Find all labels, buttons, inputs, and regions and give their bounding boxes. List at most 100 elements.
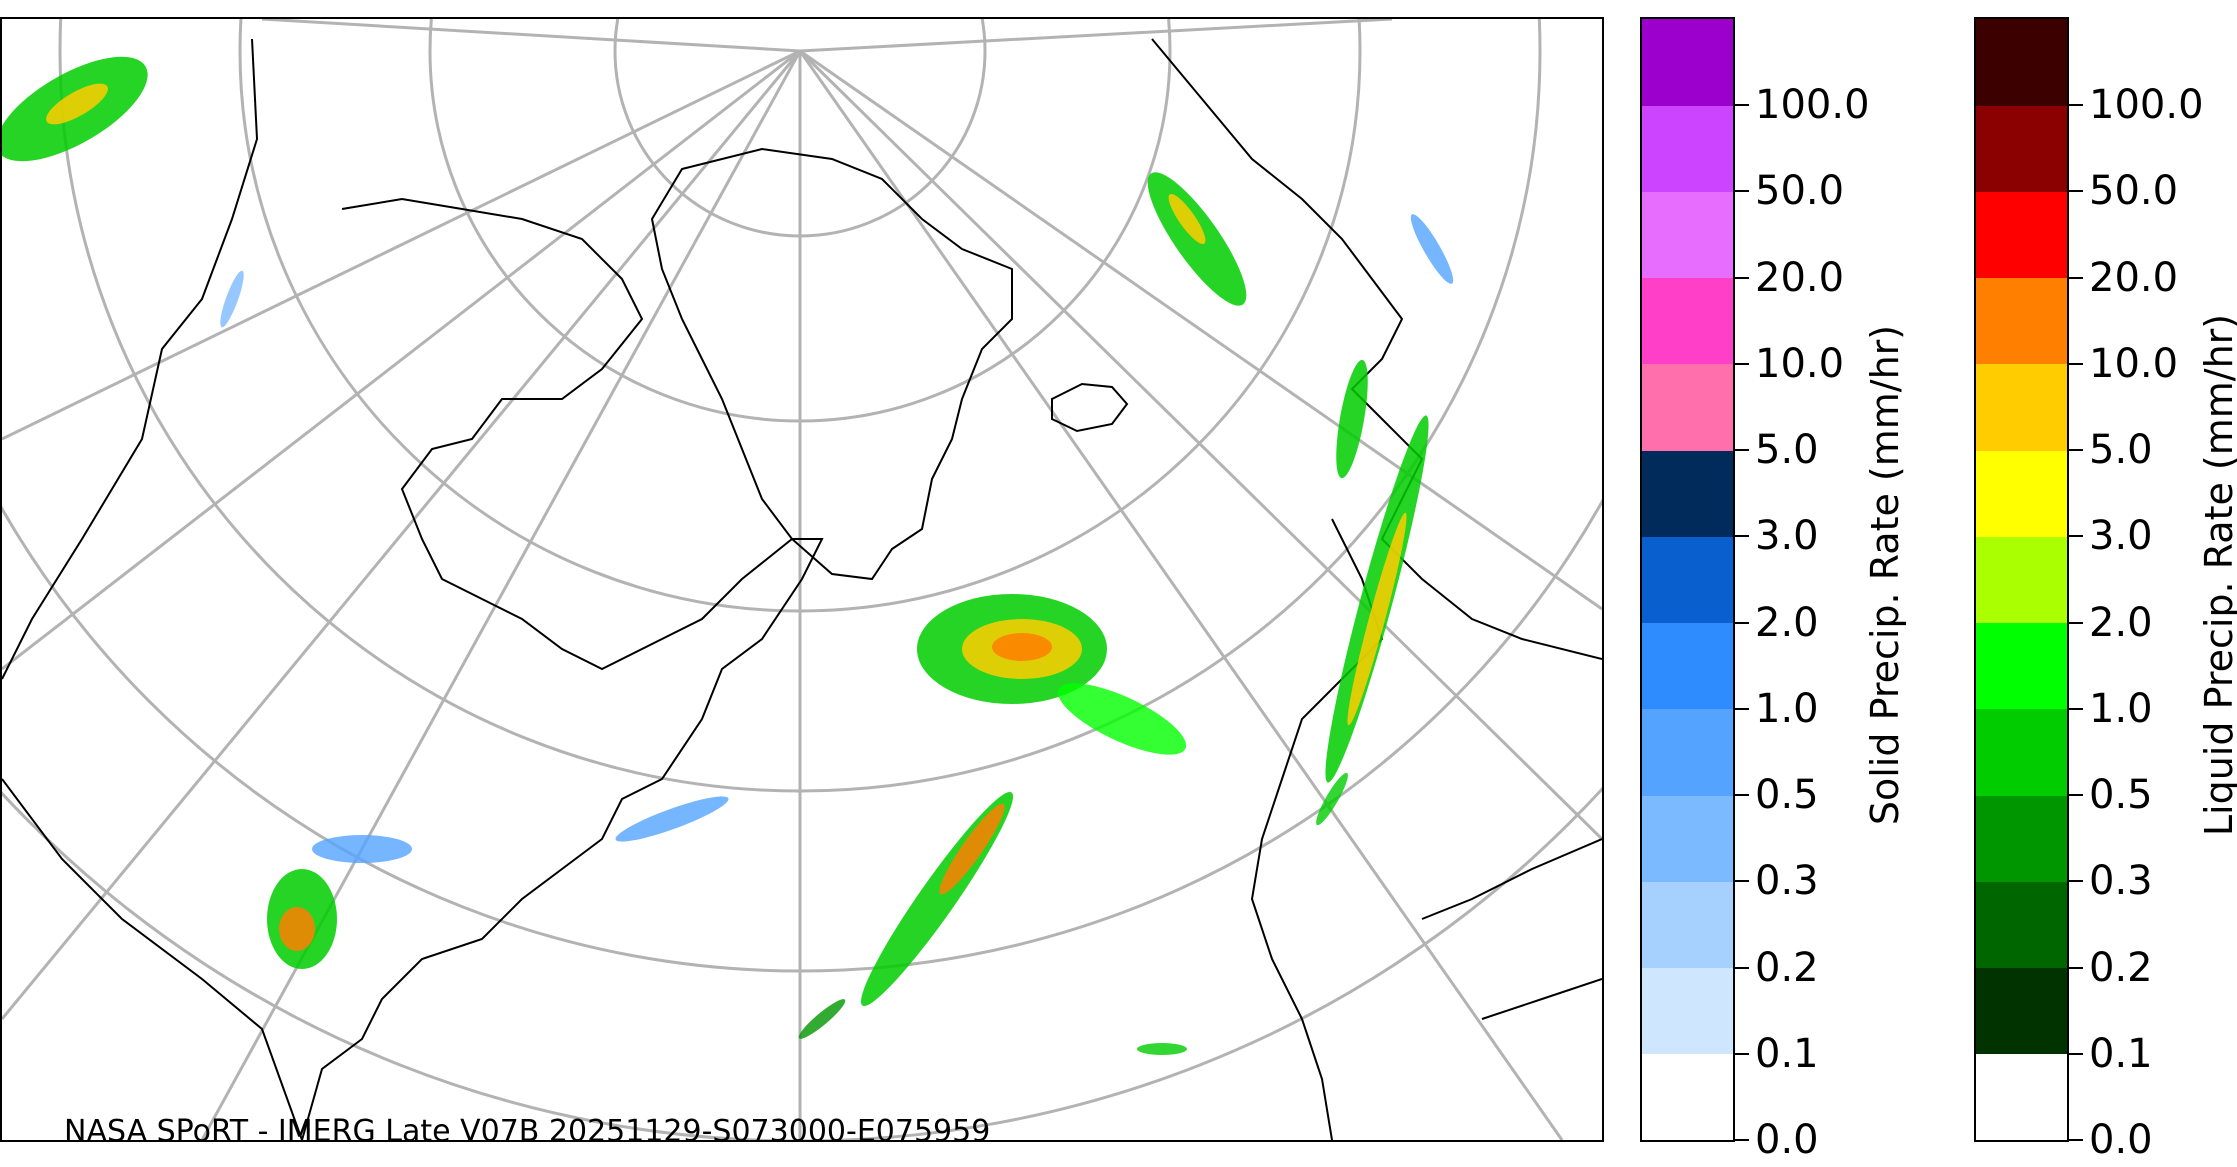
colorbar-segment <box>1976 105 2067 192</box>
colorbar-segment <box>1976 622 2067 710</box>
colorbar-tick-label: 0.2 <box>2089 944 2153 991</box>
colorbar-tick <box>1735 966 1749 969</box>
coastlines <box>2 38 1602 1140</box>
colorbar-tick <box>2069 535 2083 538</box>
colorbar-tick <box>1735 362 1749 365</box>
meridian-line <box>799 19 1393 53</box>
colorbar-tick-label: 0.1 <box>2089 1030 2153 1077</box>
colorbar-tick <box>2069 1052 2083 1055</box>
colorbar-tick-label: 20.0 <box>2089 254 2179 301</box>
colorbar-segment <box>1976 1053 2067 1141</box>
colorbar-tick-label: 1.0 <box>2089 685 2153 732</box>
colorbar-segment <box>1642 191 1733 279</box>
north-america-outline <box>2 38 824 1140</box>
precip-area <box>1316 772 1348 826</box>
colorbar-tick <box>1735 794 1749 797</box>
colorbar-tick-label: 20.0 <box>1755 254 1845 301</box>
liquid-colorbar-label: Liquid Precip. Rate (mm/hr) <box>2197 313 2237 837</box>
precip-area <box>939 803 1005 895</box>
colorbar-tick <box>1735 1052 1749 1055</box>
colorbar-tick <box>1735 535 1749 538</box>
iceland-outline <box>1051 382 1129 433</box>
colorbar-tick-label: 10.0 <box>1755 340 1845 387</box>
colorbar-tick <box>1735 276 1749 279</box>
colorbar-tick-label: 0.3 <box>2089 858 2153 905</box>
colorbar-tick <box>1735 104 1749 107</box>
colorbar-segment <box>1976 708 2067 796</box>
snow-area <box>220 270 244 328</box>
meridian-line <box>799 49 1602 611</box>
colorbar-tick <box>2069 707 2083 710</box>
liquid-precip-colorbar <box>1974 17 2069 1142</box>
meridian-line <box>261 19 801 53</box>
colorbar-segment <box>1976 19 2067 106</box>
colorbar-segment <box>1642 795 1733 882</box>
colorbar-segment <box>1976 191 2067 279</box>
colorbar-segment <box>1976 881 2067 969</box>
meridian-line <box>2 49 801 671</box>
colorbar-tick <box>2069 449 2083 452</box>
colorbar-tick <box>2069 621 2083 624</box>
colorbar-tick <box>1735 621 1749 624</box>
colorbar-tick <box>2069 362 2083 365</box>
colorbar-tick-label: 50.0 <box>2089 168 2179 215</box>
colorbar-segment <box>1642 450 1733 537</box>
colorbar-tick-label: 100.0 <box>1755 82 1870 129</box>
greenland-outline <box>650 147 1013 581</box>
colorbar-tick <box>2069 104 2083 107</box>
colorbar-tick <box>1735 707 1749 710</box>
graticule <box>2 19 1602 1140</box>
colorbar-tick-label: 0.0 <box>2089 1117 2153 1163</box>
colorbar-tick <box>1735 449 1749 452</box>
colorbar-tick <box>2069 1139 2083 1141</box>
meridian-line <box>200 50 802 1140</box>
colorbar-segment <box>1642 708 1733 796</box>
colorbar-segment <box>1976 363 2067 451</box>
colorbar-tick-label: 50.0 <box>1755 168 1845 215</box>
colorbar-tick-label: 0.5 <box>1755 772 1819 819</box>
colorbar-segment <box>1642 277 1733 365</box>
colorbar-segment <box>1976 450 2067 537</box>
precip-area <box>992 633 1052 661</box>
precipitation-map[interactable]: NASA SPoRT - IMERG Late V07B 20251129-S0… <box>0 17 1604 1142</box>
colorbar-tick <box>1735 190 1749 193</box>
colorbar-tick-label: 0.5 <box>2089 772 2153 819</box>
solid-colorbar-label: Solid Precip. Rate (mm/hr) <box>1863 324 1908 826</box>
africa-outline <box>1421 838 1602 1020</box>
colorbar-segment <box>1976 967 2067 1055</box>
colorbar-tick <box>1735 1139 1749 1141</box>
colorbar-segment <box>1642 881 1733 969</box>
snow-area <box>615 796 729 842</box>
colorbar-tick <box>2069 966 2083 969</box>
colorbar-tick-label: 3.0 <box>2089 513 2153 560</box>
meridian-line <box>2 50 802 1020</box>
meridian-line <box>798 49 1602 841</box>
colorbar-tick-label: 0.0 <box>1755 1117 1819 1163</box>
colorbar-tick-label: 1.0 <box>1755 685 1819 732</box>
colorbar-segment <box>1976 536 2067 624</box>
colorbar-tick-label: 5.0 <box>1755 427 1819 474</box>
snow-area <box>312 835 412 863</box>
precip-area <box>1347 512 1407 726</box>
precip-area <box>1057 683 1187 755</box>
colorbar-tick <box>2069 880 2083 883</box>
precip-area <box>46 83 108 125</box>
colorbar-tick-label: 0.3 <box>1755 858 1819 905</box>
colorbar-segment <box>1642 19 1733 106</box>
colorbar-tick-label: 5.0 <box>2089 427 2153 474</box>
colorbar-tick-label: 2.0 <box>1755 599 1819 646</box>
precipitation-overlay <box>2 56 1454 1055</box>
meridian-line <box>2 49 801 441</box>
colorbar-segment <box>1642 536 1733 624</box>
colorbar-segment <box>1642 967 1733 1055</box>
colorbar-segment <box>1976 277 2067 365</box>
precip-area <box>1137 1043 1187 1055</box>
colorbar-tick-label: 2.0 <box>2089 599 2153 646</box>
latitude-circle-40 <box>2 498 1602 973</box>
colorbar-tick <box>2069 190 2083 193</box>
colorbar-tick-label: 100.0 <box>2089 82 2204 129</box>
precip-area <box>1168 194 1206 244</box>
colorbar-tick-label: 0.1 <box>1755 1030 1819 1077</box>
colorbar-tick <box>2069 794 2083 797</box>
colorbar-segment <box>1642 1053 1733 1141</box>
